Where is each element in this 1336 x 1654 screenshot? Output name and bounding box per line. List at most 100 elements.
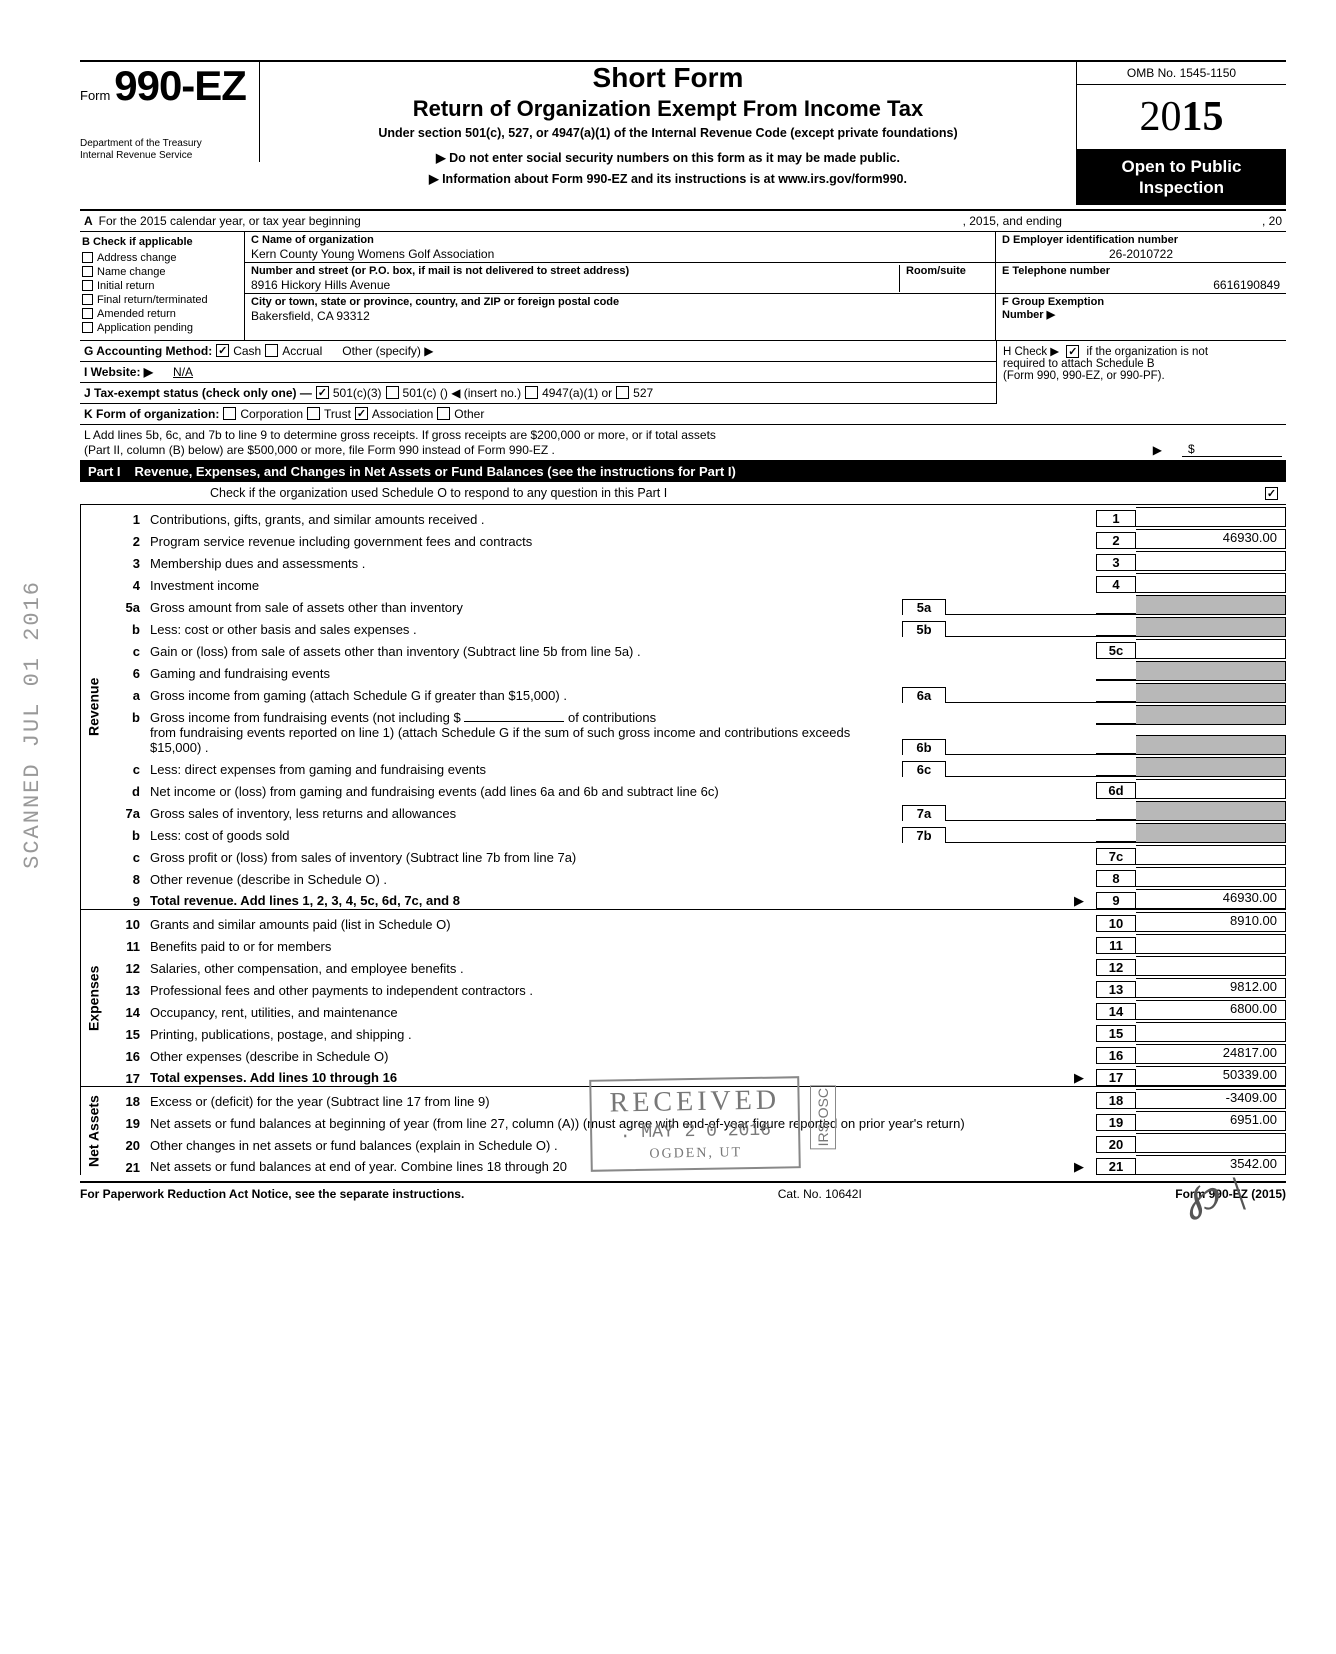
line-7a-value	[1136, 801, 1286, 821]
line-7b-midbox: 7b	[902, 827, 946, 843]
line-6b-text3: from fundraising events reported on line…	[150, 725, 902, 755]
line-6a-text: Gross income from gaming (attach Schedul…	[150, 688, 902, 703]
label-initial-return: Initial return	[97, 280, 154, 292]
line-9-num: 9	[106, 894, 150, 909]
checkbox-501c[interactable]	[386, 386, 399, 399]
checkbox-initial-return[interactable]	[82, 280, 93, 291]
checkbox-4947[interactable]	[525, 386, 538, 399]
line-19-num: 19	[106, 1116, 150, 1131]
label-name-change: Name change	[97, 266, 166, 278]
received-date: . MAY 2 0 2016	[610, 1121, 781, 1144]
ein-value: 26-2010722	[1002, 247, 1280, 261]
line-6b-text2: of contributions	[568, 710, 656, 725]
checkbox-final-return[interactable]	[82, 294, 93, 305]
group-exemption-label: F Group Exemption	[1002, 296, 1280, 308]
checkbox-corporation[interactable]	[223, 407, 236, 420]
tel-label: E Telephone number	[1002, 265, 1280, 277]
line-9-box: 9	[1096, 892, 1136, 909]
line-4-value	[1136, 573, 1286, 593]
line-15-box: 15	[1096, 1025, 1136, 1042]
part-1-desc: Revenue, Expenses, and Changes in Net As…	[135, 464, 736, 479]
checkbox-name-change[interactable]	[82, 266, 93, 277]
line-6a-box	[1096, 701, 1136, 703]
open-to-public: Open to Public Inspection	[1077, 150, 1286, 205]
col-b-header: B Check if applicable	[82, 236, 242, 248]
label-accrual: Accrual	[282, 344, 322, 358]
line-8-num: 8	[106, 872, 150, 887]
line-6b-value	[1136, 735, 1286, 755]
line-9-arrow: ▶	[1074, 893, 1084, 909]
street-label: Number and street (or P.O. box, if mail …	[251, 265, 899, 277]
line-1-num: 1	[106, 512, 150, 527]
instruction-ssn: ▶ Do not enter social security numbers o…	[272, 150, 1064, 165]
line-5a-midval	[946, 614, 1096, 615]
line-7b-midval	[946, 842, 1096, 843]
checkbox-address-change[interactable]	[82, 252, 93, 263]
checkbox-association[interactable]	[355, 407, 368, 420]
line-18-num: 18	[106, 1094, 150, 1109]
line-1-value	[1136, 507, 1286, 527]
dept-treasury: Department of the Treasury	[80, 138, 251, 150]
line-4-num: 4	[106, 578, 150, 593]
checkbox-cash[interactable]	[216, 344, 229, 357]
irs-osc-stamp: IRS-OSC	[810, 1085, 836, 1149]
checkbox-application-pending[interactable]	[82, 322, 93, 333]
checkbox-schedule-b[interactable]	[1066, 345, 1079, 358]
line-11-value	[1136, 934, 1286, 954]
tel-value: 6616190849	[1002, 278, 1280, 292]
label-501c3: 501(c)(3)	[333, 386, 382, 400]
line-5a-value	[1136, 595, 1286, 615]
line-21-box: 21	[1096, 1158, 1136, 1175]
received-stamp: RECEIVED . MAY 2 0 2016 OGDEN, UT	[589, 1076, 801, 1172]
form-prefix: Form	[80, 88, 110, 103]
line-17-text: Total expenses. Add lines 10 through 16	[150, 1070, 397, 1085]
part-1-header: Part I Revenue, Expenses, and Changes in…	[80, 461, 1286, 482]
checkbox-527[interactable]	[616, 386, 629, 399]
dept-irs: Internal Revenue Service	[80, 150, 251, 162]
line-6a-midval	[946, 702, 1096, 703]
line-5c-box: 5c	[1096, 642, 1136, 659]
line-5b-midbox: 5b	[902, 621, 946, 637]
line-6d-box: 6d	[1096, 782, 1136, 799]
col-c: C Name of organization Kern County Young…	[245, 232, 996, 340]
line-13-value: 9812.00	[1136, 978, 1286, 998]
checkbox-accrual[interactable]	[265, 344, 278, 357]
street-value: 8916 Hickory Hills Avenue	[251, 278, 899, 292]
line-7a-text: Gross sales of inventory, less returns a…	[150, 806, 902, 821]
year-prefix: 20	[1140, 94, 1182, 140]
label-other-org: Other	[454, 407, 484, 421]
line-12-text: Salaries, other compensation, and employ…	[150, 961, 1096, 976]
part-1-check-line: Check if the organization used Schedule …	[80, 482, 1286, 505]
line-8-value	[1136, 867, 1286, 887]
line-7c-num: c	[106, 850, 150, 865]
footer: For Paperwork Reduction Act Notice, see …	[80, 1181, 1286, 1201]
line-5a-text: Gross amount from sale of assets other t…	[150, 600, 902, 615]
open-line2: Inspection	[1085, 177, 1278, 198]
title-short-form: Short Form	[272, 62, 1064, 94]
line-11-text: Benefits paid to or for members	[150, 939, 1096, 954]
checkbox-other-org[interactable]	[437, 407, 450, 420]
line-17-arrow: ▶	[1074, 1070, 1084, 1086]
line-4-box: 4	[1096, 576, 1136, 593]
line-1-box: 1	[1096, 510, 1136, 527]
line-11-box: 11	[1096, 937, 1136, 954]
line-20-box: 20	[1096, 1136, 1136, 1153]
line-2-box: 2	[1096, 532, 1136, 549]
line-20-value	[1136, 1133, 1286, 1153]
line-6b-box	[1096, 753, 1136, 755]
checkbox-trust[interactable]	[307, 407, 320, 420]
line-14-value: 6800.00	[1136, 1000, 1286, 1020]
line-16-num: 16	[106, 1049, 150, 1064]
line-5b-text: Less: cost or other basis and sales expe…	[150, 622, 902, 637]
row-l-text2: (Part II, column (B) below) are $500,000…	[84, 443, 555, 457]
checkbox-501c3[interactable]	[316, 386, 329, 399]
expenses-section: Expenses 10Grants and similar amounts pa…	[80, 910, 1286, 1087]
line-5c-num: c	[106, 644, 150, 659]
year-suffix: 15	[1182, 94, 1224, 140]
line-12-num: 12	[106, 961, 150, 976]
row-j: J Tax-exempt status (check only one) — 5…	[80, 383, 996, 404]
checkbox-amended-return[interactable]	[82, 308, 93, 319]
subtitle-under-section: Under section 501(c), 527, or 4947(a)(1)…	[272, 126, 1064, 140]
line-6-text: Gaming and fundraising events	[150, 666, 1096, 681]
checkbox-schedule-o[interactable]	[1265, 487, 1278, 500]
